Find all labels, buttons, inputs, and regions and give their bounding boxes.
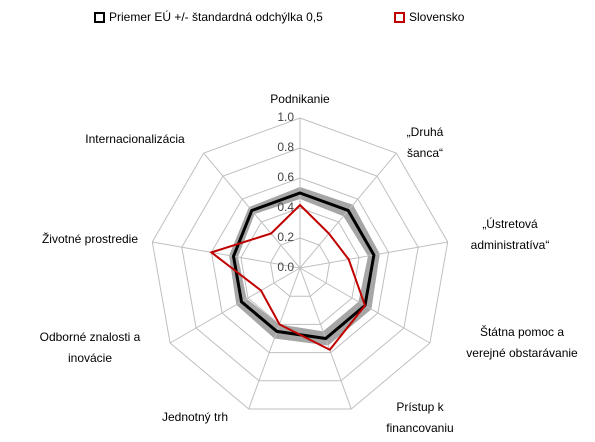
grid-ring (210, 177, 390, 354)
category-label: Podnikanie (270, 92, 330, 106)
category-label: Odborné znalosti a (40, 330, 141, 344)
grid-ring (269, 237, 331, 297)
tick-label: 1.0 (277, 110, 294, 124)
category-label: verejné obstarávanie (466, 346, 578, 360)
grid-ring (151, 117, 449, 410)
category-label: „Druhá (407, 125, 444, 139)
tick-label: 0.2 (277, 230, 294, 244)
spoke (152, 241, 301, 269)
category-label: administratíva“ (471, 238, 550, 252)
tick-label: 0.8 (277, 140, 294, 154)
grid-ring (181, 147, 419, 382)
series-line (209, 203, 367, 352)
legend-swatch (394, 12, 405, 23)
category-label: šanca“ (407, 146, 443, 160)
category-label: inovácie (68, 351, 112, 365)
category-label: Jednotný trh (162, 410, 228, 424)
spoke (169, 267, 301, 344)
spoke (248, 267, 301, 410)
tick-label: 0.0 (277, 260, 294, 274)
legend-label: Slovensko (409, 10, 465, 24)
category-label: financovaniu (386, 421, 453, 435)
legend-label: Priemer EÚ +/- štandardná odchýlka 0,5 (109, 9, 323, 24)
category-label: Prístup k (396, 400, 444, 414)
tick-label: 0.6 (277, 170, 294, 184)
category-label: „Ústretová (482, 216, 538, 231)
tick-label: 0.4 (277, 200, 294, 214)
category-label: Štátna pomoc a (480, 324, 564, 339)
category-label: Životné prostredie (42, 231, 138, 246)
category-label: Internacionalizácia (85, 132, 185, 146)
legend-swatch (94, 12, 105, 23)
